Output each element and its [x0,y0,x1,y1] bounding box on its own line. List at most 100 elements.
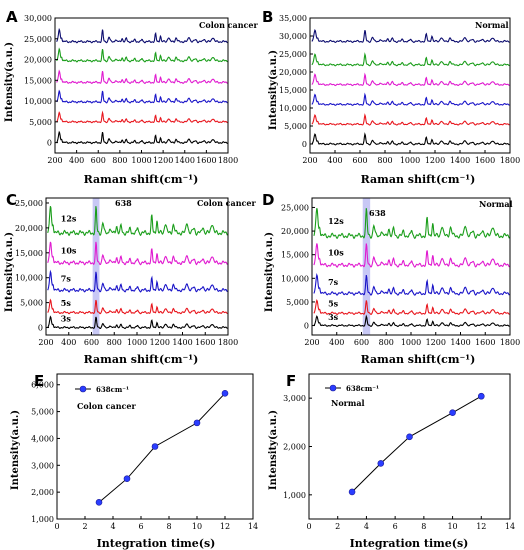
panel-c-x-tick-label-2: 600 [84,338,99,347]
panel-e-data-point-5 [221,390,229,397]
panel-b: B 200 400 600 800 1000 1200 1400 1600 1800 0 5,000… [262,8,520,186]
panel-b-spectrum-1 [311,132,510,146]
panel-e-x-tick-label-6: 12 [220,522,230,531]
panel-d-y-tick-label-4: 20,000 [281,227,309,236]
panel-f-annotation: Normal [331,398,365,408]
panel-b-x-tick-label-2: 600 [352,156,367,165]
panel-c-x-tick-label-4: 1000 [127,338,147,347]
panel-d-annotation: Normal [479,199,513,209]
panel-b-x-tick-label-1: 400 [327,156,342,165]
panel-e-legend-label: 638cm⁻¹ [96,385,129,394]
panel-d-x-tick-label-4: 1000 [401,338,421,347]
panel-a-spectrum-4 [56,69,228,85]
panel-f-x-tick-label-2: 4 [364,522,369,531]
panel-b-x-tick-label-5: 1200 [425,156,445,165]
panel-e-legend-marker [79,385,87,393]
panel-e-legend: 638cm⁻¹ [75,385,129,394]
panel-c-spectrum-1 [47,315,228,330]
panel-d-series-label-7s: 7s [328,277,339,287]
panel-a-label: A [6,8,18,26]
panel-d-y-tick-label-3: 15,000 [281,251,309,260]
panel-f-x-tick-label-3: 6 [393,522,398,531]
panel-b-y-tick-label-2: 10,000 [279,104,307,113]
panel-f-y-tick-label-2: 3,000 [283,394,306,403]
panel-a-x-tick-label-2: 600 [91,156,106,165]
panel-c-spectrum-3 [47,269,228,293]
panel-e-annotation: Colon cancer [77,401,137,411]
panel-f-label: F [286,372,296,390]
panel-e-y-tick-label-5: 6,000 [31,381,54,390]
panel-c-spectrum-2 [47,298,228,315]
panel-b-y-axis-label: Intensity(a.u.) [268,50,279,130]
panel-c-series-label-5s: 5s [61,298,72,308]
panel-c-peak-highlight [92,198,100,335]
panel-c-spectrum-5 [47,206,228,237]
panel-a-y-axis-label: Intensity(a.u.) [4,42,15,122]
panel-e-y-tick-label-1: 2,000 [31,488,54,497]
panel-b-y-tick-label-4: 20,000 [279,68,307,77]
panel-f-x-tick-label-7: 14 [505,522,515,531]
panel-c-x-tick-label-0: 200 [38,338,53,347]
panel-a-x-tick-label-6: 1400 [175,156,195,165]
panel-e-label: E [34,372,44,390]
panel-a-y-tick-label-1: 5,000 [29,118,52,127]
panel-f-data-point-2 [377,460,385,467]
panel-d-peak-highlight [362,198,371,335]
panel-d-series-label-3s: 3s [328,312,339,322]
panel-d-spectrum-2 [313,299,510,316]
panel-e-x-tick-label-5: 10 [192,522,202,531]
panel-d-spectrum-1 [313,314,510,327]
panel-b-y-tick-label-6: 30,000 [279,32,307,41]
panel-a-y-tick-label-5: 25,000 [24,35,52,44]
panel-a-x-tick-label-8: 1800 [218,156,238,165]
panel-b-spectrum-3 [311,92,510,106]
panel-c-x-tick-label-6: 1400 [172,338,192,347]
panel-f-x-tick-label-5: 10 [447,522,457,531]
panel-c-series-label-12s: 12s [61,213,77,223]
panel-c-label: C [6,191,17,209]
panel-c-y-tick-label-3: 15,000 [15,249,43,258]
panel-e-y-tick-label-4: 5,000 [31,408,54,417]
panel-d-y-axis-label: Intensity(a.u.) [264,232,275,312]
panel-a-y-tick-label-3: 15,000 [24,76,52,85]
panel-b-y-tick-label-5: 25,000 [279,50,307,59]
panel-c-x-tick-label-1: 400 [61,338,76,347]
panel-f-x-tick-label-6: 12 [476,522,486,531]
panel-b-x-tick-label-8: 1800 [500,156,520,165]
panel-e-y-axis-label: Intensity(a.u.) [10,410,21,490]
panel-c-series-label-7s: 7s [61,274,72,284]
panel-c-x-tick-label-5: 1200 [150,338,170,347]
panel-c-series-label-3s: 3s [61,314,72,324]
panel-e-x-tick-label-3: 6 [138,522,143,531]
panel-e-x-tick-label-2: 4 [110,522,115,531]
panel-c: C 200 400 600 800 1000 1200 1400 1600 1800 0 5,000… [4,191,257,366]
panel-e-data-point-3 [151,443,159,450]
panel-b-x-tick-label-6: 1400 [450,156,470,165]
panel-e-y-tick-label-3: 4,000 [31,434,54,443]
panel-a-spectrum-3 [56,89,228,104]
panel-a-spectrum-2 [56,110,228,124]
panel-a-x-tick-label-4: 1000 [131,156,151,165]
panel-d-x-tick-label-6: 1400 [450,338,470,347]
panel-e-x-tick-label-0: 0 [54,522,59,531]
panel-d-series-label-10s: 10s [328,247,344,257]
panel-b-annotation: Normal [475,20,509,30]
panel-f-data-point-1 [348,488,356,496]
panel-c-y-tick-label-1: 5,000 [20,299,43,308]
panel-d-x-tick-label-3: 800 [379,338,394,347]
panel-d-spectrum-4 [313,243,510,268]
panel-e-plot-frame [56,373,254,520]
panel-f-y-tick-label-1: 2,000 [283,443,306,452]
panel-c-y-tick-label-4: 20,000 [15,224,43,233]
panel-d-y-tick-label-0: 0 [304,322,309,331]
panel-a-x-axis-label: Raman shift(cm⁻¹) [84,173,199,186]
panel-f-legend: 638cm⁻¹ [325,384,379,393]
panel-a-annotation: Colon cancer [199,20,259,30]
panel-a-x-tick-label-7: 1600 [196,156,216,165]
panel-a-plot-frame [54,17,229,154]
panel-b-spectrum-5 [311,52,510,67]
panel-a-x-tick-label-1: 400 [69,156,84,165]
panel-c-y-tick-label-5: 25,000 [15,199,43,208]
panel-e-x-tick-label-1: 2 [82,522,87,531]
panel-f-y-tick-label-0: 1,000 [283,491,306,500]
